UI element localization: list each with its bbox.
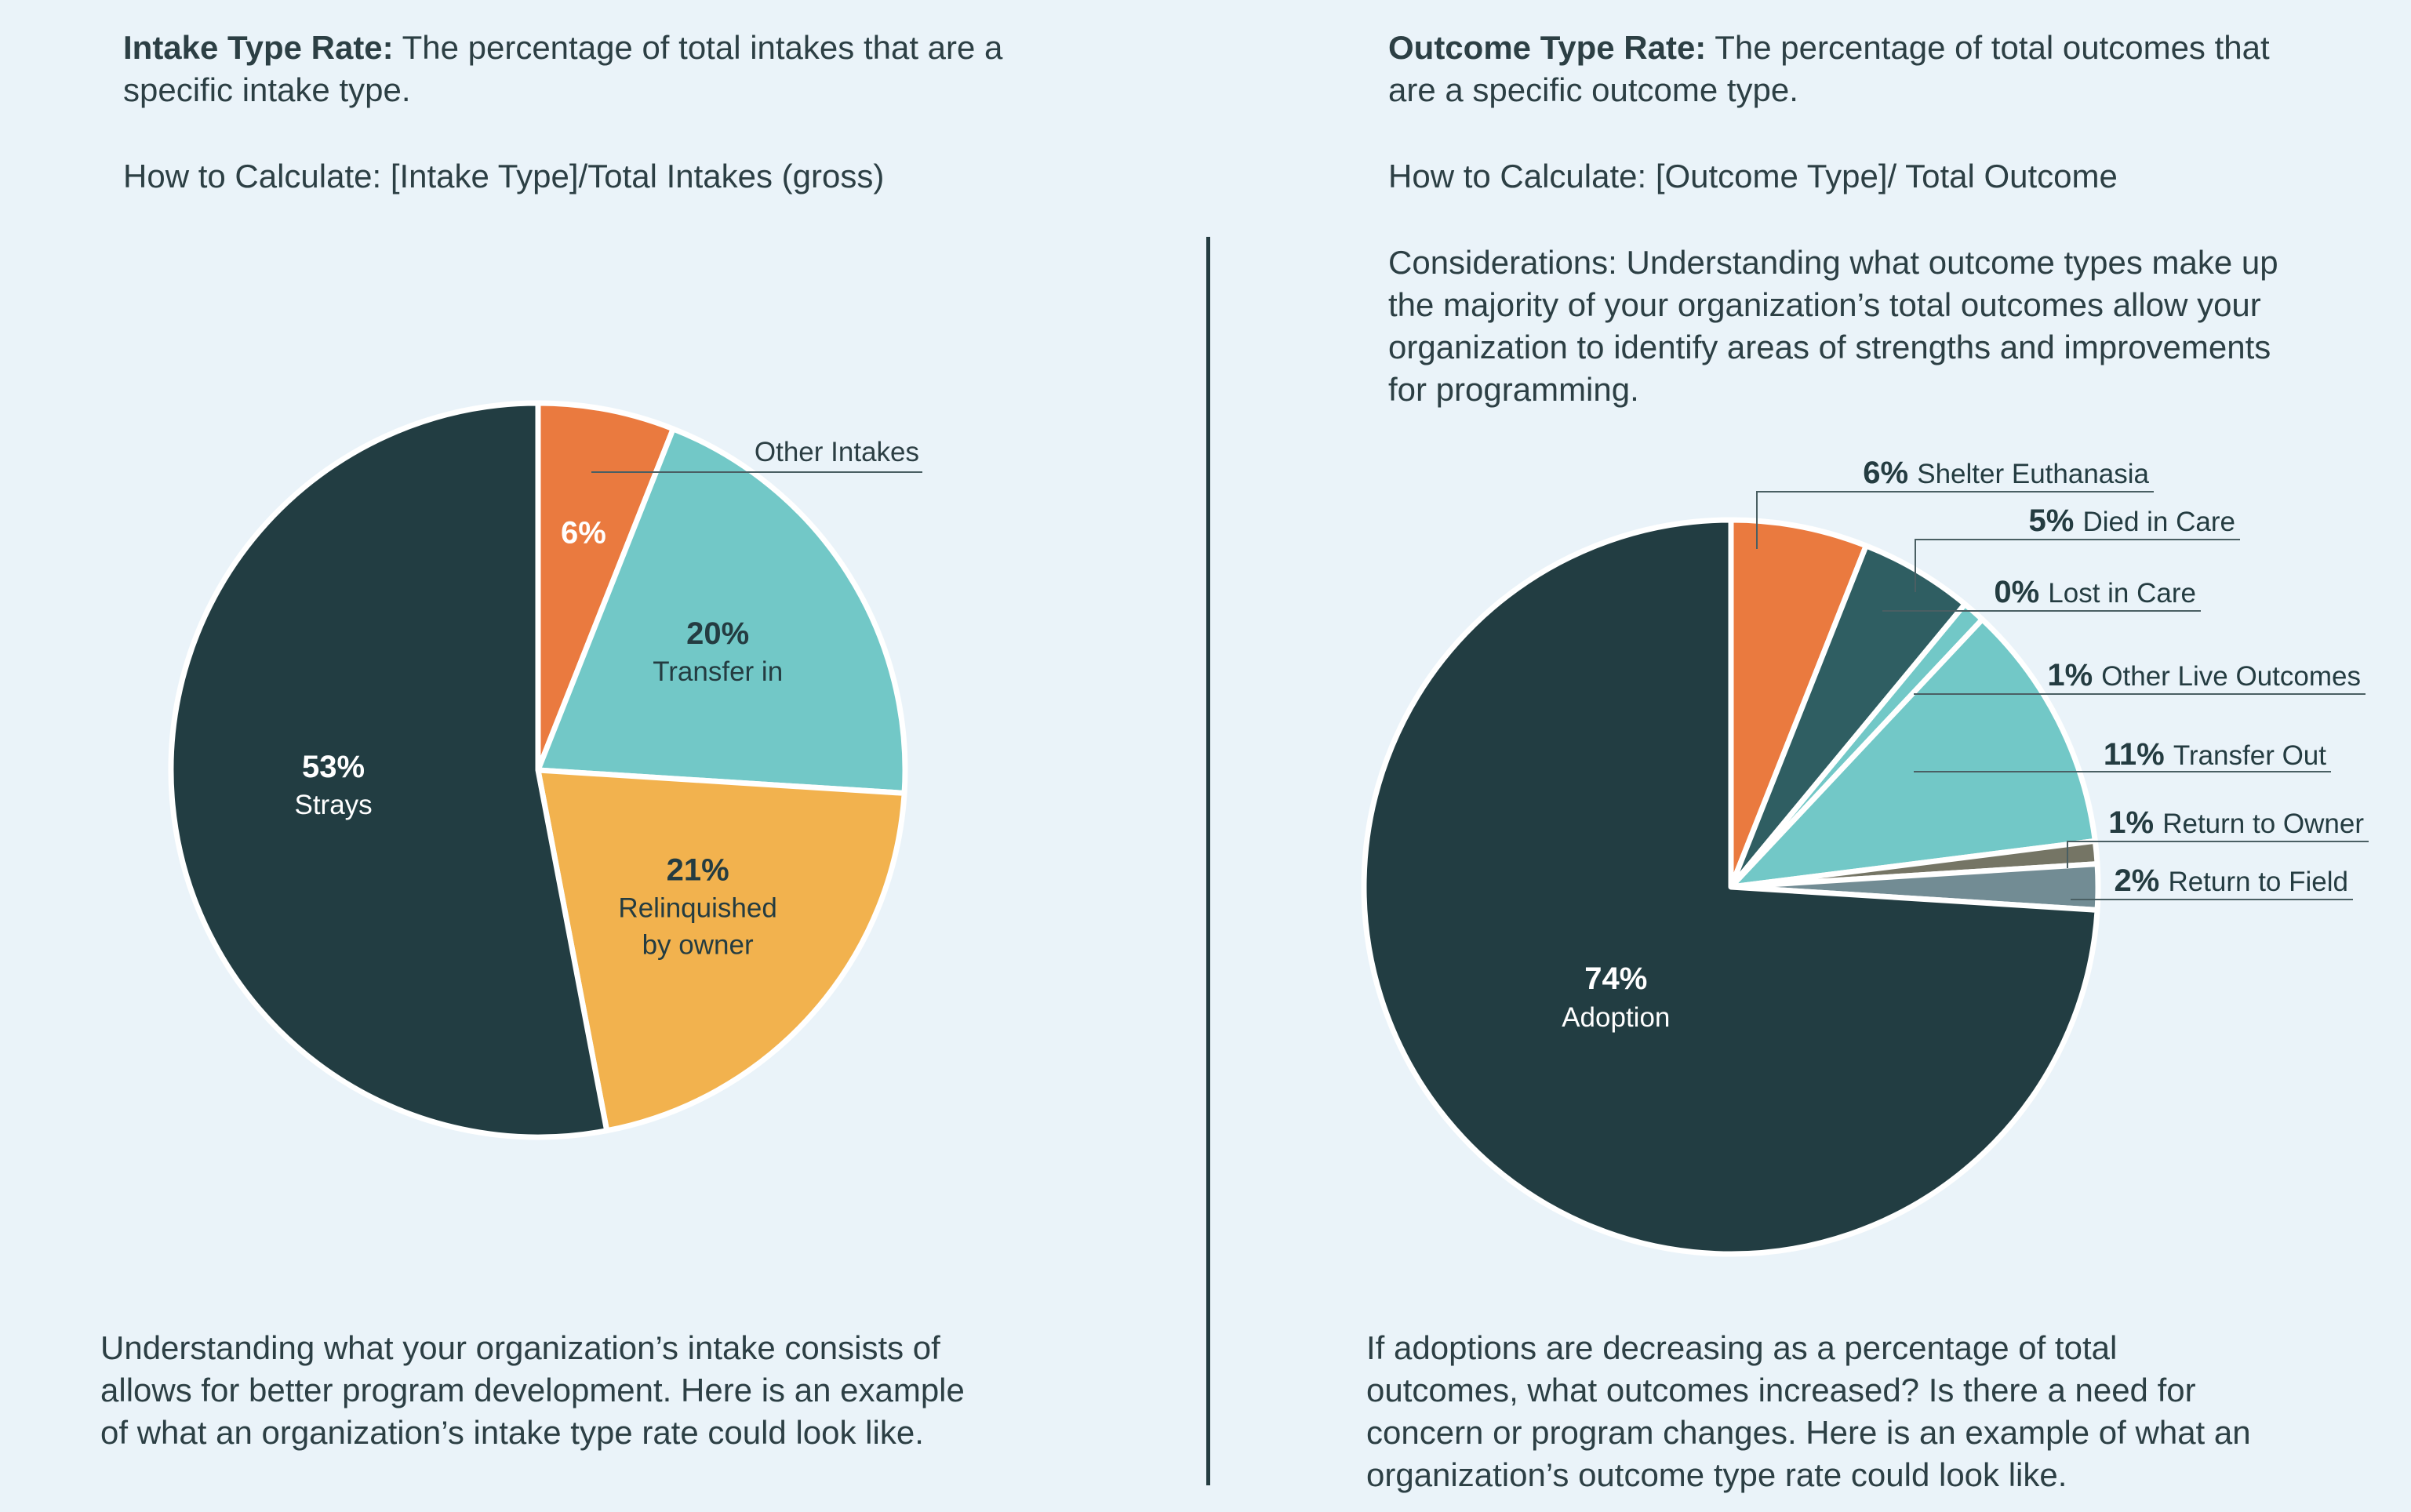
outcome-footer-line: concern or program changes. Here is an e… — [1366, 1414, 2251, 1451]
outcome-callout-transfer-out: 11% Transfer Out — [2104, 737, 2326, 772]
outcome-callout-lost-in-care: 0% Lost in Care — [1994, 575, 2196, 609]
intake-calc: How to Calculate: [Intake Type]/Total In… — [123, 158, 885, 194]
considerations-line: the majority of your organization’s tota… — [1388, 286, 2261, 323]
intake-pct-relinquished-by-owner: 21% — [667, 853, 729, 888]
intake-footer-line: Understanding what your organization’s i… — [100, 1329, 940, 1366]
outcome-heading-term: Outcome Type Rate: — [1388, 29, 1707, 66]
outcome-heading: Outcome Type Rate: The percentage of tot… — [1388, 27, 2270, 111]
outcome-callout-other-live-outcomes: 1% Other Live Outcomes — [2047, 658, 2361, 692]
intake-slice-transfer-in — [535, 426, 908, 796]
outcome-footer-line: If adoptions are decreasing as a percent… — [1366, 1329, 2118, 1366]
column-divider — [1206, 237, 1210, 1485]
intake-slice-relinquished-by-owner — [535, 767, 907, 1134]
outcome-pct-adoption: 74% — [1584, 961, 1647, 996]
outcome-leader-died-in-care — [1915, 539, 2240, 592]
outcome-calc: How to Calculate: [Outcome Type]/ Total … — [1388, 158, 2118, 194]
outcome-callout-died-in-care: 5% Died in Care — [2029, 503, 2235, 538]
considerations-line: Considerations: Understanding what outco… — [1388, 244, 2278, 281]
intake-pct-other-intakes: 6% — [561, 516, 606, 551]
considerations-line: for programming. — [1388, 371, 1639, 408]
outcome-heading-definition-2: are a specific outcome type. — [1388, 71, 1798, 108]
outcome-label-adoption: Adoption — [1562, 1002, 1670, 1033]
outcome-callout-shelter-euthanasia: 6% Shelter Euthanasia — [1863, 456, 2149, 490]
outcome-slice-adoption — [1361, 517, 2100, 1257]
intake-pct-transfer-in: 20% — [686, 616, 749, 651]
intake-heading-definition: The percentage of total intakes that are… — [402, 29, 1003, 66]
outcome-heading-definition: The percentage of total outcomes that — [1715, 29, 2270, 66]
outcome-footer: If adoptions are decreasing as a percent… — [1366, 1327, 2251, 1496]
considerations-line: organization to identify areas of streng… — [1388, 329, 2271, 365]
intake-footer: Understanding what your organization’s i… — [100, 1327, 965, 1454]
outcome-footer-line: outcomes, what outcomes increased? Is th… — [1366, 1372, 2196, 1408]
intake-heading-definition-2: specific intake type. — [123, 71, 411, 108]
intake-pct-strays: 53% — [302, 750, 365, 784]
outcome-footer-line: organization’s outcome type rate could l… — [1366, 1456, 2067, 1493]
intake-label-strays: Strays — [294, 790, 372, 820]
outcome-slice-transfer-out — [1728, 616, 2098, 890]
intake-heading-term: Intake Type Rate: — [123, 29, 394, 66]
outcome-considerations: Considerations: Understanding what outco… — [1388, 242, 2278, 411]
intake-label-relinquished-by-owner: Relinquished — [618, 893, 776, 924]
outcome-leader-shelter-euthanasia — [1756, 491, 2154, 549]
outcome-leader-return-to-owner — [2067, 841, 2369, 868]
outcome-callout-return-to-owner: 1% Return to Owner — [2108, 805, 2364, 840]
intake-label-other-intakes: Other Intakes — [755, 437, 919, 467]
intake-slice-strays — [168, 400, 610, 1140]
intake-footer-line: allows for better program development. H… — [100, 1372, 965, 1408]
intake-label-relinquished-by-owner: by owner — [642, 930, 754, 961]
intake-footer-line: of what an organization’s intake type ra… — [100, 1414, 924, 1451]
intake-label-transfer-in: Transfer in — [653, 656, 783, 687]
outcome-callout-return-to-field: 2% Return to Field — [2115, 863, 2349, 898]
intake-heading: Intake Type Rate: The percentage of tota… — [123, 27, 1002, 111]
